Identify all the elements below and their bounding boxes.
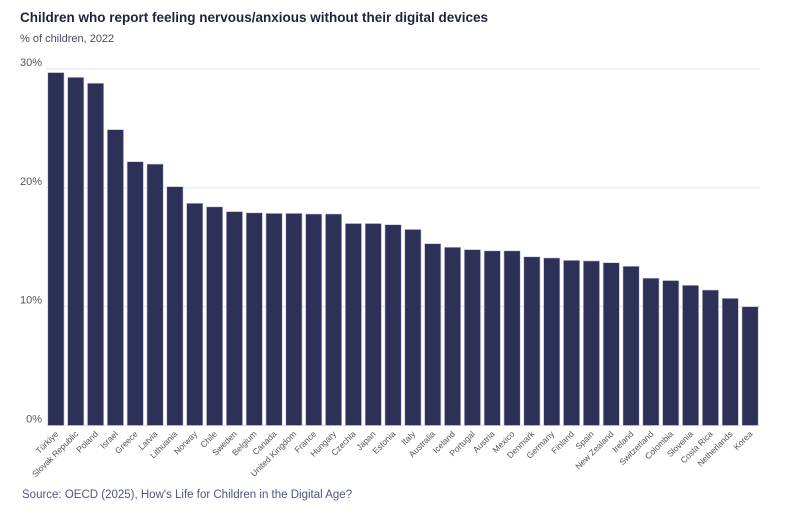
bar — [721, 298, 739, 426]
bar — [503, 250, 521, 426]
bar — [424, 243, 442, 426]
x-tick-label: Korea — [731, 429, 754, 452]
bar — [106, 129, 124, 426]
bar — [186, 202, 204, 426]
bar — [483, 250, 501, 426]
bar — [166, 186, 184, 426]
bar — [543, 257, 561, 426]
bar — [67, 77, 85, 426]
bar — [285, 213, 303, 426]
x-tick-label: Finland — [549, 429, 576, 456]
bar — [245, 212, 263, 426]
bar — [662, 280, 680, 426]
bar — [364, 223, 382, 426]
bar — [265, 213, 283, 426]
y-tick-label: 0% — [26, 414, 42, 426]
y-tick-label: 20% — [20, 176, 42, 188]
bar — [444, 246, 462, 426]
bar — [146, 163, 164, 426]
bar — [325, 213, 343, 426]
bar — [602, 262, 620, 426]
x-tick-label: Greece — [113, 429, 140, 456]
bar — [404, 229, 422, 426]
bar — [682, 284, 700, 426]
x-tick-label: Poland — [74, 429, 100, 455]
bar — [87, 82, 105, 426]
bar — [384, 224, 402, 426]
bar — [225, 211, 243, 426]
chart-title: Children who report feeling nervous/anxi… — [20, 10, 489, 25]
bar — [642, 277, 660, 426]
y-tick-label: 30% — [20, 57, 42, 69]
source-note: Source: OECD (2025), How's Life for Chil… — [22, 489, 353, 501]
bar — [126, 161, 144, 426]
bar — [463, 249, 481, 426]
bar — [523, 256, 541, 426]
bar — [582, 260, 600, 426]
bar — [622, 265, 640, 426]
chart-subtitle: % of children, 2022 — [20, 33, 115, 45]
bar — [206, 206, 224, 426]
bar — [701, 289, 719, 426]
bar — [344, 223, 362, 426]
bar — [305, 213, 323, 426]
bar — [47, 72, 65, 426]
bar — [741, 306, 759, 426]
y-tick-label: 10% — [20, 295, 42, 307]
bar — [563, 260, 581, 426]
